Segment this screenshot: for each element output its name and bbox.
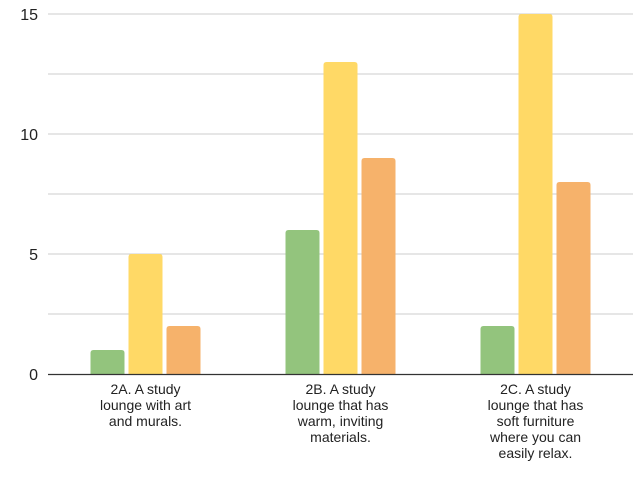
- bar: [167, 326, 201, 374]
- x-category-label: 2B. A study lounge that has warm, inviting…: [293, 381, 389, 445]
- x-category-label-line: easily relax.: [499, 445, 573, 461]
- x-category-label-line: materials.: [310, 429, 371, 445]
- bar: [519, 14, 553, 374]
- x-category-label-line: soft furniture: [497, 413, 575, 429]
- x-category-label-line: warm, inviting: [297, 413, 384, 429]
- x-axis-labels: 2A. A study lounge with art and murals. 2B.…: [100, 381, 583, 461]
- x-category-label-line: and murals.: [109, 413, 182, 429]
- y-tick-label: 5: [29, 247, 38, 264]
- x-category-label-line: lounge that has: [293, 397, 389, 413]
- x-category-label-line: where you can: [489, 429, 581, 445]
- bar: [129, 254, 163, 374]
- y-tick-label: 15: [20, 7, 38, 24]
- x-category-label-line: lounge that has: [488, 397, 584, 413]
- x-category-label-line: lounge with art: [100, 397, 191, 413]
- x-category-label: 2C. A study lounge that has soft furniture…: [488, 381, 584, 461]
- bar: [557, 182, 591, 374]
- x-category-label-line: 2C. A study: [500, 381, 571, 397]
- x-category-label-line: 2B. A study: [305, 381, 375, 397]
- bar: [286, 230, 320, 374]
- y-tick-label: 0: [29, 367, 38, 384]
- x-category-label-line: 2A. A study: [110, 381, 180, 397]
- y-axis: 0 5 10 15: [20, 7, 38, 384]
- x-category-label: 2A. A study lounge with art and murals.: [100, 381, 191, 429]
- bar: [324, 62, 358, 374]
- bar: [481, 326, 515, 374]
- bar: [91, 350, 125, 374]
- y-tick-label: 10: [20, 127, 38, 144]
- bar: [362, 158, 396, 374]
